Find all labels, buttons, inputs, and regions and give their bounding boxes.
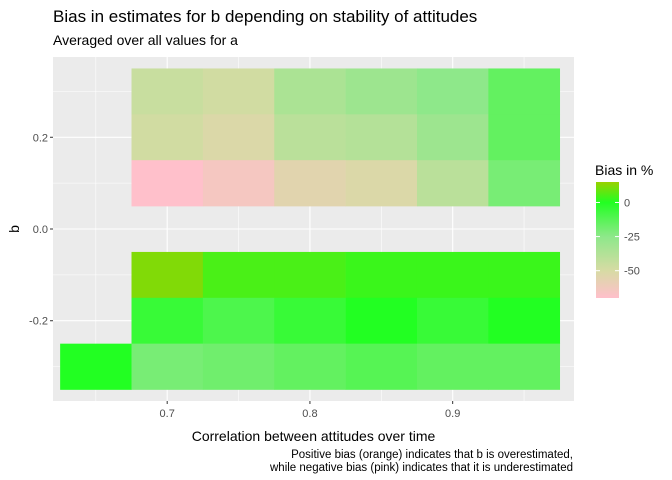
heatmap-cell — [488, 68, 561, 115]
caption-line-2: while negative bias (pink) indicates tha… — [269, 462, 573, 474]
heatmap-cell — [274, 114, 346, 161]
y-tick-label: -0.2 — [29, 316, 48, 328]
legend-title: Bias in % — [595, 162, 653, 178]
heatmap-cell — [416, 343, 489, 390]
color-legend: Bias in % 0 -25 -50 — [595, 162, 653, 298]
chart-subtitle: Averaged over all values for a — [53, 32, 238, 48]
heatmap-cell — [131, 251, 204, 299]
heatmap-cell — [345, 114, 418, 161]
heatmap-cell — [274, 160, 346, 207]
heatmap-cell — [345, 343, 418, 390]
heatmap-cell — [416, 297, 489, 344]
heatmap-cell — [131, 297, 204, 344]
heatmap-cell — [202, 251, 275, 299]
heatmap-cell — [60, 343, 132, 390]
heatmap-cell — [274, 297, 346, 344]
heatmap-cell — [131, 68, 204, 115]
heatmap-cell — [416, 114, 489, 161]
heatmap-cell — [488, 251, 561, 299]
heatmap-cell — [131, 114, 204, 161]
caption-line-1: Positive bias (orange) indicates that b … — [291, 449, 573, 461]
heatmap-cell — [345, 251, 418, 299]
heatmap-cell — [488, 114, 561, 161]
x-tick-label: 0.9 — [445, 408, 460, 420]
legend-tick-label: 0 — [624, 197, 630, 209]
y-tick-label: 0.2 — [33, 132, 48, 144]
heatmap-cell — [131, 160, 204, 207]
heatmap-cells — [60, 68, 561, 390]
heatmap-cell — [202, 68, 275, 115]
heatmap-cell — [345, 68, 418, 115]
heatmap-cell — [488, 297, 561, 344]
legend-tick-label: -50 — [624, 266, 640, 278]
heatmap-cell — [416, 251, 489, 299]
heatmap-cell — [345, 160, 418, 207]
y-axis-ticks: -0.2 0.0 0.2 — [29, 132, 53, 328]
heatmap-cell — [488, 160, 561, 207]
y-tick-label: 0.0 — [33, 224, 48, 236]
y-axis-title: b — [6, 225, 22, 233]
heatmap-cell — [202, 160, 275, 207]
heatmap-cell — [274, 343, 346, 390]
legend-ticks: 0 -25 -50 — [596, 197, 640, 278]
x-axis-title: Correlation between attitudes over time — [192, 428, 436, 444]
heatmap-cell — [274, 68, 346, 115]
x-tick-label: 0.8 — [302, 408, 317, 420]
heatmap-cell — [202, 114, 275, 161]
heatmap-cell — [416, 160, 489, 207]
heatmap-cell — [202, 297, 275, 344]
heatmap-cell — [274, 251, 346, 299]
heatmap-cell — [131, 343, 204, 390]
chart-title: Bias in estimates for b depending on sta… — [53, 7, 477, 26]
heatmap-cell — [488, 343, 561, 390]
heatmap-cell — [345, 297, 418, 344]
legend-tick-label: -25 — [624, 232, 640, 244]
heatmap-cell — [416, 68, 489, 115]
heatmap-cell — [202, 343, 275, 390]
x-axis-ticks: 0.7 0.8 0.9 — [160, 401, 460, 420]
legend-color-bar — [596, 182, 619, 298]
x-tick-label: 0.7 — [160, 408, 175, 420]
